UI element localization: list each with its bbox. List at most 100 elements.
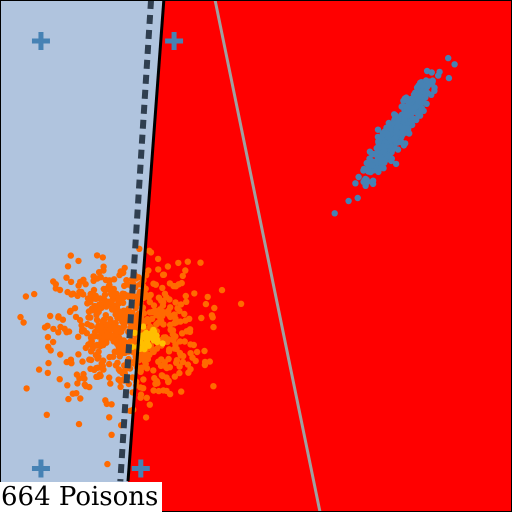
plus-marker — [31, 459, 50, 478]
scatter-point — [78, 328, 86, 335]
scatter-point — [104, 460, 111, 468]
scatter-point — [382, 156, 389, 164]
scatter-point — [379, 130, 386, 137]
scatter-point — [165, 377, 172, 384]
scatter-point — [352, 180, 359, 187]
scatter-point — [55, 313, 62, 320]
scatter-point — [193, 348, 201, 356]
scatter-point — [146, 309, 154, 316]
scatter-point — [181, 338, 188, 345]
scatter-point — [82, 281, 89, 288]
scatter-point — [237, 300, 245, 307]
scatter-point — [47, 312, 54, 320]
scatter-point — [202, 300, 210, 308]
scatter-point — [81, 375, 88, 382]
scatter-point — [93, 373, 100, 380]
scatter-point — [163, 294, 170, 301]
scatter-point — [171, 320, 178, 327]
scatter-point — [176, 369, 183, 377]
scatter-point — [174, 305, 181, 312]
scatter-point — [92, 292, 99, 299]
scatter-point — [436, 68, 443, 76]
scatter-point — [155, 387, 162, 395]
scatter-point — [140, 376, 147, 383]
scatter-point — [75, 351, 82, 358]
scatter-point — [391, 135, 399, 142]
scatter-point — [157, 315, 164, 322]
scatter-point — [106, 360, 113, 368]
scatter-point — [87, 334, 95, 341]
scatter-point — [93, 252, 101, 259]
scatter-point — [50, 278, 57, 285]
scatter-point — [100, 341, 107, 349]
scatter-point — [71, 305, 79, 312]
scatter-point — [197, 259, 204, 266]
scatter-point — [159, 340, 166, 347]
scatter-point — [137, 394, 144, 401]
scatter-point — [423, 67, 431, 75]
scatter-point — [67, 252, 75, 259]
scatter-point — [451, 61, 458, 68]
scatter-point — [20, 319, 27, 326]
scatter-point — [115, 296, 123, 303]
scatter-point — [74, 292, 81, 300]
scatter-point — [159, 284, 166, 292]
scatter-point — [148, 332, 155, 340]
scatter-point — [374, 126, 382, 133]
scatter-point — [113, 327, 120, 334]
scatter-point — [150, 280, 157, 287]
scatter-point — [131, 329, 138, 337]
scatter-point — [368, 162, 376, 169]
scatter-point — [67, 278, 75, 286]
scatter-point — [171, 373, 178, 380]
scatter-point — [175, 259, 182, 267]
scatter-point — [108, 306, 116, 313]
scatter-point — [99, 318, 106, 325]
scatter-point — [114, 359, 121, 366]
scatter-point — [153, 321, 160, 328]
scatter-point — [383, 124, 390, 131]
scatter-point — [83, 330, 91, 337]
scatter-point — [117, 383, 124, 390]
scatter-point — [87, 314, 94, 321]
scatter-point — [201, 347, 208, 355]
scatter-point — [93, 311, 100, 319]
scatter-point — [105, 298, 112, 305]
scatter-point — [165, 307, 172, 314]
scatter-point — [150, 387, 157, 394]
scatter-point — [52, 285, 59, 292]
scatter-point — [57, 351, 64, 358]
scatter-point — [142, 285, 149, 292]
scatter-point — [142, 360, 149, 368]
scatter-point — [100, 357, 107, 364]
scatter-point — [87, 365, 94, 372]
scatter-point — [64, 382, 71, 389]
scatter-point — [125, 309, 133, 316]
scatter-point — [413, 116, 420, 124]
scatter-point — [181, 310, 188, 318]
scatter-point — [184, 258, 191, 265]
scatter-point — [169, 330, 177, 338]
scatter-point — [102, 397, 109, 404]
scatter-point — [100, 267, 107, 274]
scatter-point — [77, 395, 84, 402]
scatter-point — [43, 411, 50, 418]
scatter-point — [190, 341, 197, 349]
scatter-point — [370, 150, 377, 158]
scatter-point — [150, 326, 157, 334]
scatter-point — [99, 254, 107, 261]
scatter-point — [75, 333, 82, 340]
scatter-point — [331, 210, 338, 217]
scatter-point — [402, 111, 409, 119]
scatter-point — [127, 338, 134, 345]
scatter-point — [175, 281, 182, 288]
scatter-point — [87, 348, 95, 355]
scatter-point — [395, 115, 402, 123]
scatter-point — [143, 394, 150, 401]
scatter-point — [112, 311, 119, 318]
scatter-point — [166, 346, 173, 353]
scatter-point — [50, 325, 57, 333]
scatter-point — [176, 363, 183, 370]
scatter-point — [163, 387, 170, 395]
scatter-point — [90, 277, 97, 284]
